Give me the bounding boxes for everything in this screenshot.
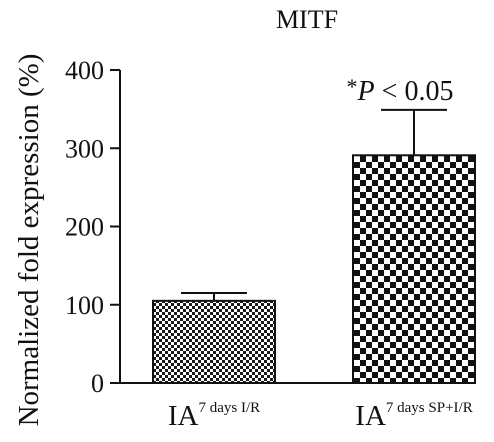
error-bars xyxy=(181,108,447,301)
y-ticks: 0 100 200 300 400 xyxy=(65,56,120,398)
bars xyxy=(152,154,476,384)
y-tick-label: 300 xyxy=(65,134,104,163)
bar xyxy=(352,154,476,384)
significance-annotation: *P < 0.05 xyxy=(347,74,454,107)
y-axis-label: Normalized fold expression (%) xyxy=(13,54,45,427)
y-tick-label: 400 xyxy=(65,56,104,85)
x-tick-label: IA7 days I/R xyxy=(168,400,260,432)
chart-title: MITF xyxy=(276,5,338,34)
bar xyxy=(152,299,276,384)
y-tick-label: 100 xyxy=(65,291,104,320)
x-tick-label: IA7 days SP+I/R xyxy=(355,400,472,432)
y-tick-label: 200 xyxy=(65,213,104,242)
y-tick-label: 0 xyxy=(91,369,104,398)
x-tick-labels: IA7 days I/R IA7 days SP+I/R xyxy=(168,400,473,432)
